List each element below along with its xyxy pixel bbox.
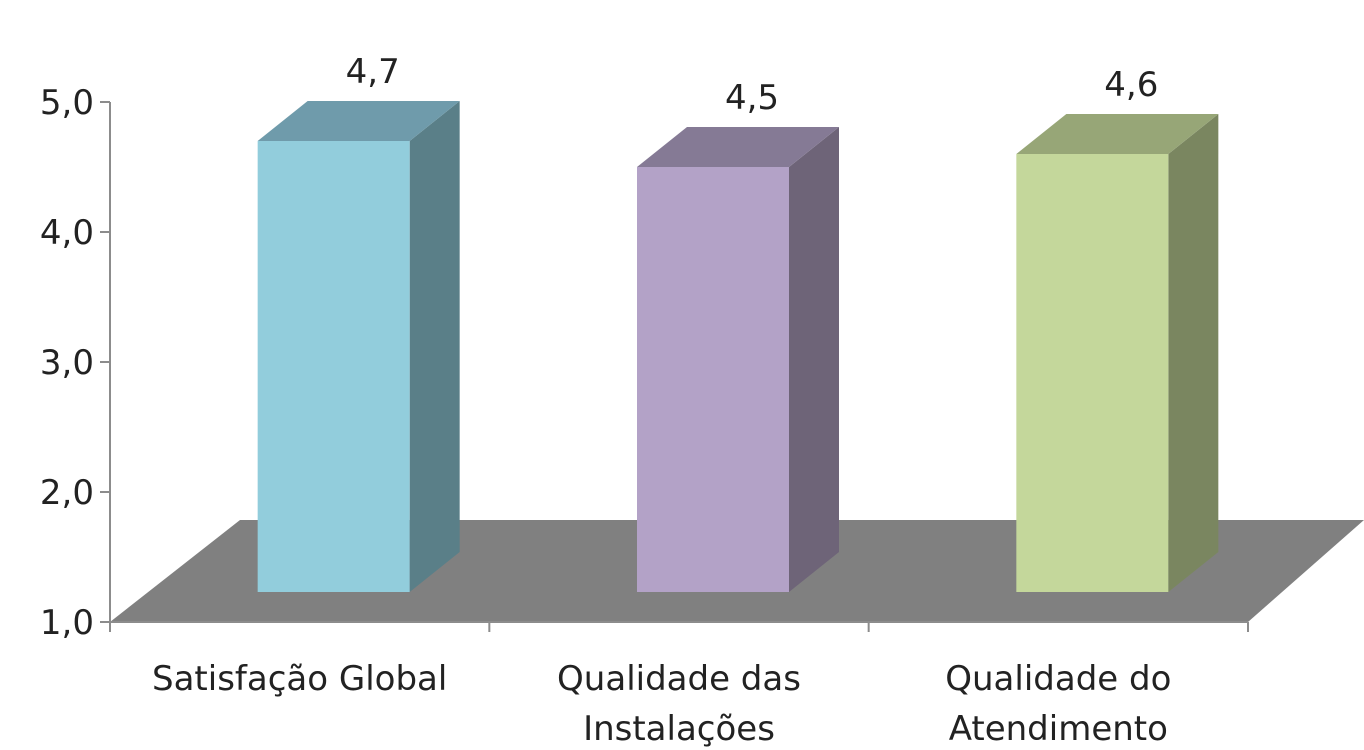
data-label: 4,6: [1104, 65, 1158, 105]
bar-side-face: [409, 101, 460, 592]
y-tick-label: 2,0: [40, 473, 94, 513]
bar-top-face: [1016, 114, 1219, 154]
labels: 1,0 2,0 3,0 4,0 5,0 4,7 Satisfação Global 4,5 Qu…: [40, 52, 1171, 749]
category-label: Atendimento: [949, 709, 1168, 749]
bar-front-face: [1016, 154, 1169, 592]
y-tick-label: 5,0: [40, 83, 94, 123]
category-label: Qualidade do: [945, 659, 1171, 699]
bar-side-face: [1168, 114, 1219, 592]
y-tick-label: 3,0: [40, 343, 94, 383]
y-tick-label: 1,0: [40, 603, 94, 643]
bar-top-face: [257, 101, 460, 141]
category-label: Qualidade das: [557, 659, 801, 699]
bar-top-face: [637, 127, 839, 167]
y-tick-label: 4,0: [40, 213, 94, 253]
category-label: Satisfação Global: [152, 659, 447, 699]
bar-front-face: [637, 167, 789, 592]
bar-front-face: [257, 141, 410, 592]
bar-side-face: [789, 127, 839, 592]
bar-1: [257, 101, 460, 592]
data-label: 4,5: [725, 78, 779, 118]
bar-2: [637, 127, 839, 592]
category-label: Instalações: [583, 709, 775, 749]
bar-3: [1016, 114, 1219, 592]
bars: [257, 101, 1219, 592]
data-label: 4,7: [346, 52, 400, 92]
axes: [100, 101, 1249, 632]
